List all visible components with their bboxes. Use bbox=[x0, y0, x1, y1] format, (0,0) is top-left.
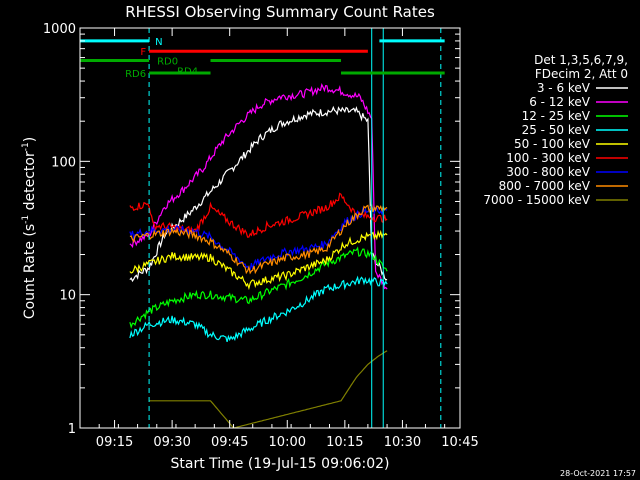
x-tick-label: 10:15 bbox=[326, 435, 363, 450]
series-line-5 bbox=[129, 192, 388, 238]
series-layer bbox=[129, 82, 388, 429]
series-line-2 bbox=[129, 246, 388, 329]
y-tick-label: 1000 bbox=[43, 22, 76, 37]
annotation-label-rd6: RD6 bbox=[125, 69, 146, 80]
legend-entry-label: 50 - 100 keV bbox=[514, 137, 591, 151]
y-axis-label-end: ) bbox=[22, 137, 38, 142]
x-axis-label: Start Time (19-Jul-15 09:06:02) bbox=[170, 456, 389, 472]
generated-timestamp: 28-Oct-2021 17:57 bbox=[560, 469, 636, 478]
legend-header-line1: Det 1,3,5,6,7,9, bbox=[534, 53, 628, 67]
y-tick-label: 100 bbox=[51, 155, 76, 170]
y-tick-label: 10 bbox=[59, 289, 76, 304]
chart-title: RHESSI Observing Summary Count Rates bbox=[125, 3, 435, 21]
y-tick-label: 1 bbox=[68, 422, 76, 437]
y-axis-ticks: 1 10 100 1000 bbox=[43, 22, 460, 437]
x-tick-label: 10:45 bbox=[441, 435, 478, 450]
y-axis-label-sup1: -1 bbox=[21, 215, 31, 224]
legend-entry-label: 25 - 50 keV bbox=[522, 123, 591, 137]
legend-header-line2: FDecim 2, Att 0 bbox=[535, 67, 628, 81]
annotation-label-n: N bbox=[155, 37, 162, 48]
y-axis-label-sup2: -1 bbox=[21, 142, 31, 151]
legend: Det 1,3,5,6,7,9, FDecim 2, Att 0 3 - 6 k… bbox=[483, 53, 628, 207]
x-tick-label: 09:45 bbox=[211, 435, 248, 450]
plot-frame bbox=[79, 27, 461, 429]
series-line-4 bbox=[129, 229, 388, 291]
y-axis-label-main: Count Rate (s bbox=[22, 224, 38, 319]
legend-entry-label: 100 - 300 keV bbox=[506, 151, 590, 165]
legend-entry-label: 300 - 800 keV bbox=[506, 165, 590, 179]
series-line-1 bbox=[129, 82, 388, 290]
x-tick-label: 10:00 bbox=[269, 435, 306, 450]
series-line-7 bbox=[129, 202, 388, 275]
legend-entry-label: 3 - 6 keV bbox=[537, 81, 591, 95]
legend-entry-label: 7000 - 15000 keV bbox=[483, 193, 590, 207]
y-axis-label-mid: detector bbox=[22, 151, 38, 215]
legend-entry-label: 6 - 12 keV bbox=[529, 95, 591, 109]
x-axis-ticks: 09:15 09:30 09:45 10:00 10:15 10:30 10:45 bbox=[79, 28, 479, 450]
series-line-3 bbox=[129, 275, 388, 343]
x-tick-label: 09:30 bbox=[153, 435, 190, 450]
legend-entry-label: 12 - 25 keV bbox=[522, 109, 591, 123]
annotation-label-f: F bbox=[140, 47, 146, 58]
annotation-label-rd0: RD0 bbox=[157, 57, 178, 68]
series-line-8 bbox=[149, 350, 388, 429]
x-tick-label: 10:30 bbox=[384, 435, 421, 450]
legend-entry-label: 800 - 7000 keV bbox=[499, 179, 591, 193]
x-tick-label: 09:15 bbox=[96, 435, 133, 450]
y-axis-label: Count Rate (s-1 detector-1) bbox=[21, 137, 38, 319]
